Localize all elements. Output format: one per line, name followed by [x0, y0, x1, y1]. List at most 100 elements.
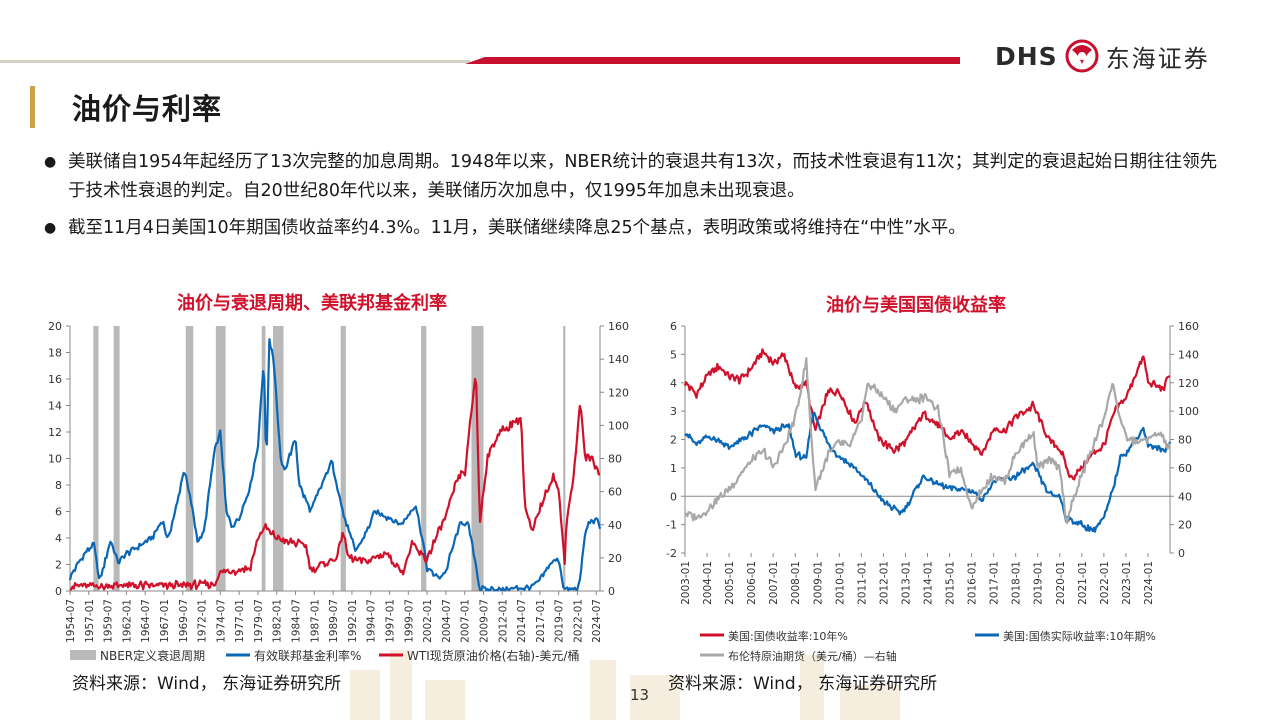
y-right-tick-label: 40: [608, 519, 622, 532]
y-left-tick-label: -2: [666, 547, 677, 560]
chart1-title: 油价与衰退周期、美联邦基金利率: [177, 293, 447, 314]
legend-label: 美国:国债实际收益率:10年期%: [1003, 629, 1156, 643]
x-tick-label: 1957-01: [84, 599, 96, 643]
x-tick-label: 1969-07: [178, 599, 190, 643]
recession-band: [261, 326, 266, 591]
y-left-tick-label: 10: [48, 453, 62, 466]
series-line-1: [68, 338, 602, 592]
chart1-fedfunds-oil-recession: 0 2 4 6 8 10 12 14 16 18 20 0 20 40 60 80 100 120 140 160 19…: [48, 320, 629, 663]
recession-band: [93, 326, 99, 591]
y-left-tick-label: 5: [670, 348, 677, 361]
x-tick-label: 1964-07: [140, 599, 152, 643]
x-tick-label: 1967-01: [159, 599, 171, 643]
x-tick-label: 2005-01: [724, 561, 736, 605]
y-right-tick-label: 160: [608, 320, 629, 333]
recession-band: [421, 326, 427, 591]
y-right-tick-label: 20: [608, 552, 622, 565]
x-tick-label: 2004-01: [702, 561, 714, 605]
bullet-item: ● 截至11月4日美国10年期国债收益率约4.3%。11月，美联储继续降息25个…: [44, 214, 1224, 243]
x-tick-label: 2007-01: [460, 599, 472, 643]
y-right-tick-label: 0: [1178, 547, 1185, 560]
dragon-logo-icon: [1065, 39, 1099, 73]
legend-label: 有效联邦基金利率%: [254, 648, 361, 663]
x-tick-label: 2002-01: [422, 599, 434, 643]
series-line-2: [70, 377, 601, 591]
x-tick-label: 2009-01: [812, 561, 824, 605]
chart2-title: 油价与美国国债收益率: [826, 295, 1006, 316]
y-right-tick-label: 120: [608, 386, 629, 399]
x-tick-label: 2006-01: [746, 561, 758, 605]
x-tick-label: 2003-01: [680, 561, 692, 605]
y-left-tick-label: -1: [666, 519, 677, 532]
x-tick-label: 2016-01: [967, 561, 979, 605]
x-tick-label: 1989-07: [328, 599, 340, 643]
y-left-tick-label: 0: [55, 585, 62, 598]
x-tick-label: 1977-01: [234, 599, 246, 643]
y-right-tick-label: 40: [1178, 490, 1192, 503]
x-tick-label: 2014-01: [923, 561, 935, 605]
y-left-tick-label: 3: [670, 405, 677, 418]
x-tick-label: 2007-01: [768, 561, 780, 605]
legend-label: NBER定义衰退周期: [100, 648, 205, 663]
y-right-tick-label: 100: [608, 419, 629, 432]
x-tick-label: 1994-07: [366, 599, 378, 643]
x-tick-label: 2012-01: [878, 561, 890, 605]
recession-band: [563, 326, 566, 591]
legend-label: 布伦特原油期货（美元/桶）—右轴: [728, 649, 897, 663]
legend-label: 美国:国债收益率:10年%: [728, 629, 848, 643]
company-logo: DHS 东海证券: [995, 36, 1210, 76]
y-left-tick-label: 2: [55, 559, 62, 572]
bullet-dot-icon: ●: [44, 154, 57, 170]
page-title: 油价与利率: [72, 92, 223, 126]
x-tick-label: 1962-01: [121, 599, 133, 643]
x-tick-label: 2019-01: [1033, 561, 1045, 605]
x-tick-label: 2015-01: [945, 561, 957, 605]
x-tick-label: 2010-01: [834, 561, 846, 605]
y-right-tick-label: 80: [1178, 434, 1192, 447]
y-left-tick-label: 20: [48, 320, 62, 333]
page-number: 13: [630, 686, 650, 704]
x-tick-label: 1959-07: [103, 599, 115, 643]
x-tick-label: 2022-01: [572, 599, 584, 643]
y-left-tick-label: 12: [48, 426, 62, 439]
y-right-tick-label: 140: [1178, 348, 1199, 361]
y-left-tick-label: 4: [55, 532, 62, 545]
y-left-tick-label: 14: [48, 400, 62, 413]
x-tick-label: 2021-01: [1077, 561, 1089, 605]
logo-text-cn: 东海证券: [1105, 44, 1210, 73]
y-right-tick-label: 100: [1178, 405, 1199, 418]
chart2-source: 资料来源：Wind， 东海证券研究所: [668, 674, 938, 694]
y-right-tick-label: 60: [608, 486, 622, 499]
x-tick-label: 1999-07: [403, 599, 415, 643]
y-left-tick-label: 6: [55, 506, 62, 519]
x-tick-label: 1984-07: [291, 599, 303, 643]
y-right-tick-label: 20: [1178, 519, 1192, 532]
y-right-tick-label: 120: [1178, 377, 1199, 390]
y-left-tick-label: 1: [670, 462, 677, 475]
x-tick-label: 2022-01: [1099, 561, 1111, 605]
y-right-tick-label: 80: [608, 453, 622, 466]
x-tick-label: 2004-07: [441, 599, 453, 643]
y-left-tick-label: 0: [670, 490, 677, 503]
x-tick-label: 2014-07: [516, 599, 528, 643]
recession-band: [340, 326, 346, 591]
x-tick-label: 2009-07: [478, 599, 490, 643]
x-tick-label: 2012-01: [497, 599, 509, 643]
x-tick-label: 2024-07: [591, 599, 603, 643]
bullet-text: 美联储自1954年起经历了13次完整的加息周期。1948年以来，NBER统计的衰…: [68, 152, 1218, 201]
legend-swatch: [70, 650, 96, 660]
y-right-tick-label: 160: [1178, 320, 1199, 333]
x-tick-label: 2017-01: [535, 599, 547, 643]
series-line-1: [683, 348, 1171, 481]
x-tick-label: 2013-01: [900, 561, 912, 605]
x-tick-label: 2011-01: [856, 561, 868, 605]
legend-label: WTI现货原油价格(右轴)-美元/桶: [407, 648, 579, 663]
x-tick-label: 1987-01: [309, 599, 321, 643]
x-tick-label: 2017-01: [989, 561, 1001, 605]
bullet-item: ● 美联储自1954年起经历了13次完整的加息周期。1948年以来，NBER统计…: [44, 148, 1224, 206]
x-tick-label: 1982-01: [272, 599, 284, 643]
x-tick-label: 1972-01: [197, 599, 209, 643]
recession-band: [113, 326, 120, 591]
x-tick-label: 2023-01: [1121, 561, 1133, 605]
